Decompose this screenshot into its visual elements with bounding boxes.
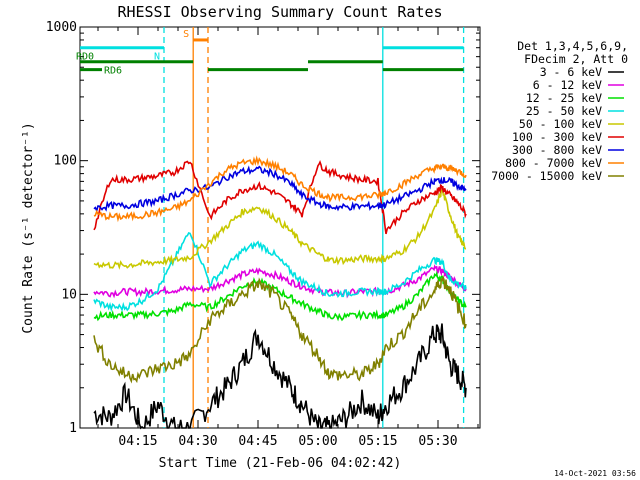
legend-header: Det 1,3,4,5,6,9, <box>517 39 628 53</box>
footer-timestamp: 14-Oct-2021 03:56 <box>554 469 636 478</box>
x-tick-label: 04:15 <box>118 434 157 449</box>
legend-label: 3 - 6 keV <box>540 65 602 79</box>
status-bar-label: RD0 <box>76 52 94 63</box>
plot-frame <box>79 26 481 429</box>
legend-label: 50 - 100 keV <box>519 117 602 131</box>
series-line <box>93 189 467 270</box>
series-line <box>93 159 467 235</box>
y-tick-label: 100 <box>54 154 77 169</box>
series-line <box>93 264 467 299</box>
legend-header: FDecim 2, Att 0 <box>524 52 628 66</box>
series-line <box>93 155 467 223</box>
legend-label: 300 - 800 keV <box>512 143 602 157</box>
series-line <box>93 270 467 322</box>
legend-label: 7000 - 15000 keV <box>491 169 602 183</box>
x-tick-label: 04:45 <box>238 434 277 449</box>
y-tick-label: 1000 <box>46 20 77 35</box>
series-line <box>93 275 467 384</box>
status-bar-label: S <box>183 29 189 40</box>
series-line <box>93 323 467 430</box>
x-axis-label: Start Time (21-Feb-06 04:02:42) <box>159 456 402 471</box>
x-tick-label: 04:30 <box>178 434 217 449</box>
chart-title: RHESSI Observing Summary Count Rates <box>117 3 442 21</box>
y-axis-label: Count Rate (s⁻¹ detector⁻¹) <box>21 122 36 333</box>
legend-label: 100 - 300 keV <box>512 130 602 144</box>
status-bar-label: RD6 <box>104 66 122 77</box>
series-line <box>93 232 467 313</box>
y-tick-label: 10 <box>61 287 77 302</box>
legend: Det 1,3,4,5,6,9,FDecim 2, Att 03 - 6 keV… <box>491 39 628 183</box>
x-tick-label: 05:30 <box>418 434 457 449</box>
legend-label: 25 - 50 keV <box>526 104 602 118</box>
legend-label: 12 - 25 keV <box>526 91 602 105</box>
x-tick-label: 05:15 <box>358 434 397 449</box>
x-tick-label: 05:00 <box>298 434 337 449</box>
legend-label: 6 - 12 keV <box>533 78 602 92</box>
plot-area: 04:15 04:30 04:45 05:00 05:15 05:30 1 10 100 1000… <box>46 20 481 449</box>
y-tick-label: 1 <box>69 421 77 436</box>
status-bar-label: N <box>154 52 160 63</box>
legend-label: 800 - 7000 keV <box>505 156 602 170</box>
series-line <box>93 165 467 213</box>
